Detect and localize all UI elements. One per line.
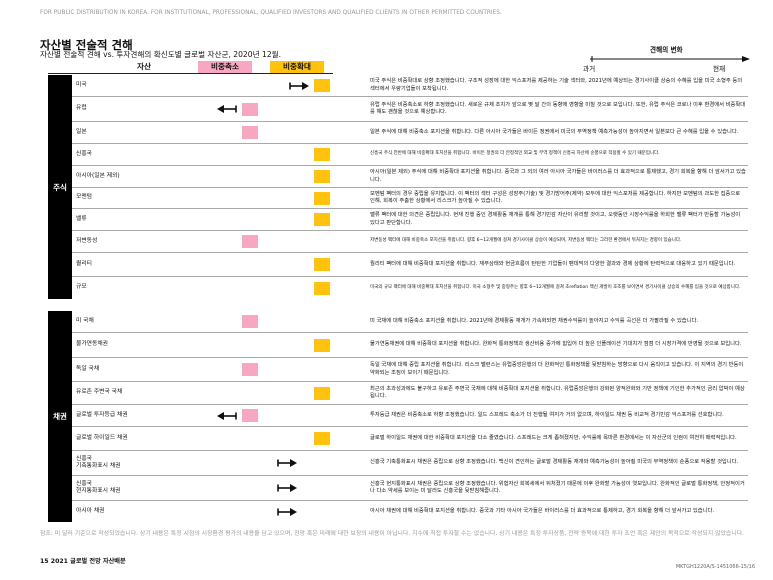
- distribution-disclaimer: FOR PUBLIC DISTRIBUTION IN KOREA. FOR IN…: [40, 10, 502, 16]
- view-description: 미국의 규모 팩터에 대해 비중확대 포지션을 취합니다. 미국 소형주 및 중…: [370, 284, 741, 290]
- asset-name: 미 국채: [76, 317, 94, 324]
- column-header-overweight: 비중확대: [270, 61, 324, 73]
- downgrade-arrow-icon: [216, 97, 242, 121]
- legend-now-label: 현재: [713, 65, 726, 73]
- table-row: 일본 일본 주식에 대해 비중축소 포지션을 취합니다. 다른 아시아 국가들은 …: [72, 122, 748, 144]
- legend-past-label: 과거: [583, 65, 596, 73]
- table-row: 유럽 유럽 주식은 비중축소로 하향 조정했습니다. 새로운 규제 조치가 앞으로…: [72, 97, 748, 122]
- asset-name: 아시아 채권: [76, 507, 105, 514]
- table-row: 아시아 채권 아시아 채권에 대해 비중확대 포지션을 취합니다. 중국과 기타 …: [72, 501, 748, 522]
- column-header-asset: 자산: [137, 62, 151, 71]
- page-title: 자산별 전술적 견해: [40, 38, 133, 52]
- asset-name: 저변동성: [76, 237, 98, 244]
- underweight-marker: [242, 363, 258, 376]
- view-description: 저변동성 팩터에 대해 비중축소 포지션을 취합니다. 향후 6~12개월에 걸…: [370, 238, 682, 244]
- upgrade-arrow-icon: [288, 75, 314, 96]
- table-row: 독일 국채 독일 국채에 대해 중립 포지션을 취합니다. 리스크 밸런스는 유럽…: [72, 358, 748, 382]
- overweight-marker: [314, 386, 330, 400]
- section-label: 주식: [48, 75, 72, 299]
- table-row: 신흥국 신흥국 주식 전반에 대해 비중확대 포지션을 취합니다. 바이든 정권의…: [72, 144, 748, 166]
- asset-name: 유로존 주변국 국채: [76, 389, 123, 396]
- underweight-marker: [242, 409, 258, 422]
- overweight-marker: [314, 281, 330, 295]
- overweight-marker: [314, 170, 330, 183]
- table-row: 미 국채 미 국채에 대해 비중축소 포지션을 취합니다. 2021년에 경제활동…: [72, 311, 748, 333]
- view-description: 글로벌 하이일드 채권에 대한 비중확대 포지션을 다소 줄였습니다. 스프레드…: [370, 434, 737, 441]
- overweight-marker: [314, 79, 330, 92]
- table-row: 유로존 주변국 국채 최근의 초과성과에도 불구하고 유로존 주변국 국채에 대해…: [72, 382, 748, 405]
- view-description: 신흥국 현지통화표시 채권은 중립으로 상향 조정했습니다. 위험자산 회복세에…: [370, 480, 745, 494]
- overweight-marker: [314, 148, 330, 161]
- asset-name: 유럽: [76, 105, 87, 112]
- asset-name: 신흥국: [76, 150, 92, 157]
- overweight-marker: [314, 213, 330, 226]
- page-subtitle: 자산별 전술적 견해 vs. 투자견해의 확신도별 글로벌 자산군, 2020년…: [40, 50, 282, 59]
- upgrade-arrow-icon: [276, 501, 302, 522]
- table-row: 아시아(일본 제외) 아시아(일본 제외) 주식에 대해 비중확대 포지션을 취합…: [72, 166, 748, 188]
- table-row: 글로벌 투자등급 채권 투자등급 채권은 비중축소로 하향 조정했습니다. 일드 …: [72, 405, 748, 427]
- view-description: 퀄리티 팩터에 대해 비중확대 포지션을 취합니다. 재무상태와 현금흐름이 탄…: [370, 260, 736, 267]
- view-description: 신흥국 기축통화표시 채권은 중립으로 상향 조정했습니다. 백신이 견인하는 …: [370, 459, 739, 466]
- asset-name: 물가연동채권: [76, 341, 108, 348]
- upgrade-arrow-icon: [276, 476, 302, 500]
- underweight-marker: [242, 102, 258, 116]
- view-description: 미 국채에 대해 비중축소 포지션을 취합니다. 2021년에 경제활동 재개가…: [370, 317, 699, 324]
- table-row: 미국 미국 주식은 비중확대로 상향 조정했습니다. 구조적 성장에 대한 익스포…: [72, 75, 748, 97]
- view-description: 물가연동채권에 대해 비중확대 포지션을 취합니다. 완화적 통화정책과 생산비…: [370, 341, 742, 348]
- asset-name: 신흥국 기축통화표시 채권: [76, 455, 121, 470]
- asset-name: 밸류: [76, 215, 87, 222]
- footnote: 참조: 미 달러 기준으로 작성되었습니다. 상기 내용은 특정 시점의 시장환…: [40, 531, 745, 537]
- asset-name: 독일 국채: [76, 365, 100, 372]
- asset-name: 아시아(일본 제외): [76, 172, 120, 179]
- asset-name: 글로벌 하이일드 채권: [76, 434, 128, 441]
- view-description: 모멘텀 팩터의 경우 중립을 유지합니다. 이 팩터의 섹터 구성은 성장주(기…: [370, 190, 741, 204]
- view-description: 미국 주식은 비중확대로 상향 조정했습니다. 구조적 성장에 대한 익스포저를…: [370, 78, 743, 92]
- legend-title: 견해의 변화: [650, 46, 683, 54]
- asset-name: 신흥국 현지통화표시 채권: [76, 480, 121, 495]
- section-fixed-income: 채권 미 국채 미 국채에 대해 비중축소 포지션을 취합니다. 2021년에 경제…: [48, 311, 748, 522]
- document-code: MKTGH1220A/S-1451066-15/16: [675, 564, 755, 570]
- view-description: 아시아 채권에 대해 비중확대 포지션을 취합니다. 중국과 기타 아시아 국가…: [370, 507, 715, 514]
- overweight-marker: [314, 258, 330, 271]
- page-footer: 15 2021 글로벌 전망 자산배분: [40, 558, 126, 565]
- table-row: 밸류 밸류 팩터에 대한 의견은 중립입니다. 현재 진행 중인 경제활동 재개를…: [72, 209, 748, 231]
- table-row: 규모 미국의 규모 팩터에 대해 비중확대 포지션을 취합니다. 미국 소형주 및…: [72, 277, 748, 299]
- table-row: 저변동성 저변동성 팩터에 대해 비중축소 포지션을 취합니다. 향후 6~12개…: [72, 231, 748, 253]
- asset-name: 일본: [76, 128, 87, 135]
- upgrade-arrow-icon: [276, 451, 302, 475]
- asset-name: 글로벌 투자등급 채권: [76, 411, 128, 418]
- asset-name: 퀄리티: [76, 260, 92, 267]
- section-equities: 주식 미국 미국 주식은 비중확대로 상향 조정했습니다. 구조적 성장에 대한 익…: [48, 75, 748, 299]
- view-description: 일본 주식에 대해 비중축소 포지션을 취합니다. 다른 아시아 국가들은 바이…: [370, 128, 739, 135]
- asset-name: 규모: [76, 284, 87, 291]
- table-row: 신흥국 현지통화표시 채권 신흥국 현지통화표시 채권은 중립으로 상향 조정했습…: [72, 476, 748, 501]
- view-description: 투자등급 채권은 비중축소로 하향 조정했습니다. 일드 스프레드 축소가 더 …: [370, 411, 724, 418]
- overweight-marker: [314, 191, 330, 205]
- view-description: 아시아(일본 제외) 주식에 대해 비중확대 포지션을 취합니다. 중국과 그 …: [370, 169, 746, 183]
- view-description: 독일 국채에 대해 중립 포지션을 취합니다. 리스크 밸런스는 유럽중앙은행의…: [370, 362, 744, 376]
- underweight-marker: [242, 126, 258, 139]
- header-divider: [48, 73, 333, 74]
- column-header-underweight: 비중축소: [198, 61, 252, 73]
- legend-arrow-icon: [590, 56, 750, 62]
- view-description: 최근의 초과성과에도 불구하고 유로존 주변국 국채에 대해 비중확대 포지션을…: [370, 385, 745, 399]
- asset-name: 미국: [76, 81, 87, 88]
- view-description: 신흥국 주식 전반에 대해 비중확대 포지션을 취합니다. 바이든 정권의 더 …: [370, 151, 660, 157]
- table-row: 퀄리티 퀄리티 팩터에 대해 비중확대 포지션을 취합니다. 재무상태와 현금흐름…: [72, 253, 748, 277]
- section-label: 채권: [48, 311, 72, 522]
- overweight-marker: [314, 338, 330, 352]
- view-description: 유럽 주식은 비중축소로 하향 조정했습니다. 새로운 규제 조치가 앞으로 몇…: [370, 101, 746, 115]
- underweight-marker: [242, 235, 258, 248]
- table-row: 신흥국 기축통화표시 채권 신흥국 기축통화표시 채권은 중립으로 상향 조정했습…: [72, 451, 748, 476]
- overweight-marker: [314, 432, 330, 445]
- table-row: 글로벌 하이일드 채권 글로벌 하이일드 채권에 대한 비중확대 포지션을 다소 …: [72, 427, 748, 451]
- table-row: 물가연동채권 물가연동채권에 대해 비중확대 포지션을 취합니다. 완화적 통화정…: [72, 333, 748, 358]
- asset-name: 모멘텀: [76, 194, 92, 201]
- table-row: 모멘텀 모멘텀 팩터의 경우 중립을 유지합니다. 이 팩터의 섹터 구성은 성장…: [72, 188, 748, 209]
- underweight-marker: [242, 315, 258, 328]
- view-description: 밸류 팩터에 대한 의견은 중립입니다. 현재 진행 중인 경제활동 재개를 통…: [370, 212, 741, 226]
- downgrade-arrow-icon: [216, 405, 242, 426]
